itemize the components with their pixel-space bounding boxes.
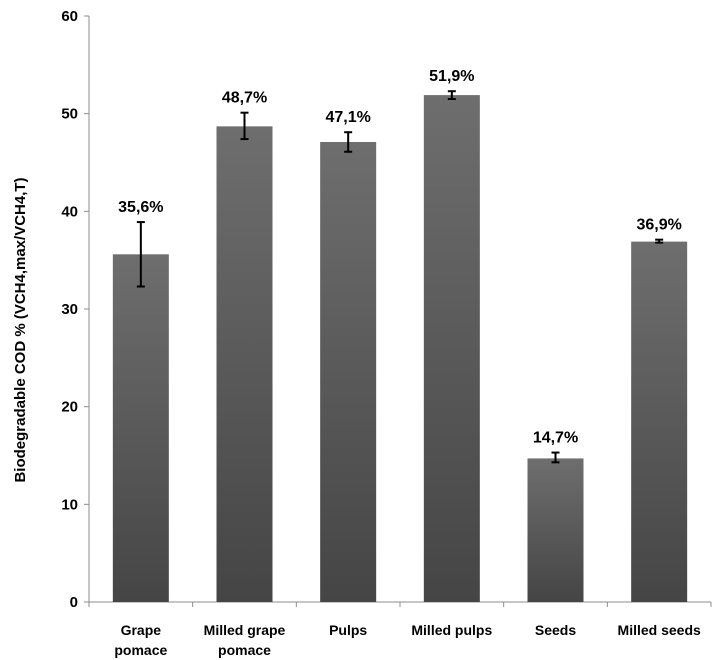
category-label: pomace bbox=[114, 642, 167, 658]
error-bar bbox=[136, 221, 145, 288]
data-label: 14,7% bbox=[533, 430, 578, 447]
bar bbox=[527, 458, 584, 602]
category-label: Milled pulps bbox=[411, 622, 492, 638]
category-label: Seeds bbox=[535, 622, 576, 638]
bars bbox=[112, 95, 688, 603]
category-label: Grape bbox=[121, 622, 162, 638]
y-tick-label: 40 bbox=[61, 203, 78, 220]
y-tick-label: 10 bbox=[61, 496, 78, 513]
category-label: Milled grape bbox=[204, 622, 286, 638]
bar bbox=[631, 241, 688, 603]
y-tick-label: 20 bbox=[61, 399, 78, 416]
data-label: 35,6% bbox=[118, 199, 163, 216]
axes: 0 10 20 30 40 50 60 bbox=[61, 8, 712, 611]
category-label: pomace bbox=[218, 642, 271, 658]
y-tick-label: 0 bbox=[70, 594, 78, 611]
data-label: 47,1% bbox=[325, 109, 370, 126]
error-bar bbox=[344, 131, 353, 153]
data-labels: 35,6% 48,7% 47,1% 51,9% 14,7% 36,9% bbox=[118, 68, 682, 446]
category-label: Milled seeds bbox=[618, 622, 701, 638]
y-tick-label: 50 bbox=[61, 106, 78, 123]
data-label: 36,9% bbox=[636, 217, 681, 234]
y-axis-title: Biodegradable COD % (VCH4,max/VCH4,T) bbox=[12, 177, 29, 482]
bar bbox=[112, 254, 169, 602]
error-bar bbox=[447, 90, 456, 101]
error-bars bbox=[136, 90, 664, 464]
error-bar bbox=[655, 238, 664, 244]
category-label: Pulps bbox=[329, 622, 367, 638]
bar bbox=[320, 141, 377, 603]
category-labels: Grape pomace Milled grape pomace Pulps Milled… bbox=[114, 622, 701, 658]
data-label: 51,9% bbox=[429, 68, 474, 85]
bar bbox=[423, 95, 480, 603]
error-bar bbox=[551, 451, 560, 464]
y-tick-label: 30 bbox=[61, 301, 78, 318]
error-bar bbox=[240, 111, 249, 141]
data-label: 48,7% bbox=[222, 90, 267, 107]
bar bbox=[216, 126, 273, 602]
y-tick-label: 60 bbox=[61, 8, 78, 25]
